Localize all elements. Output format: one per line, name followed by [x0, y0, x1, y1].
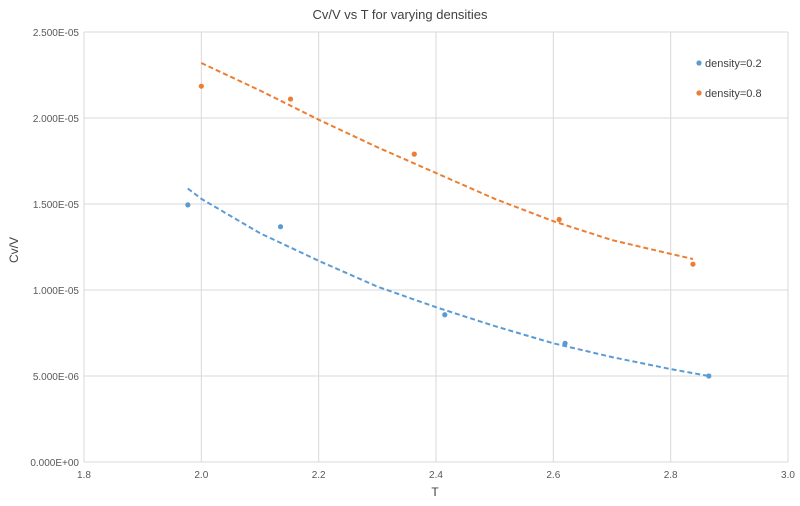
data-point	[277, 224, 284, 230]
x-tick-label: 2.8	[664, 470, 678, 481]
y-axis-label: Cv/V	[7, 237, 21, 263]
data-point	[411, 151, 417, 157]
series-density-0-2	[185, 187, 712, 379]
x-tick-label: 2.2	[312, 470, 326, 481]
x-axis-ticks: 1.8 2.0 2.2 2.4 2.6 2.8 3.0	[77, 470, 795, 481]
gridlines	[83, 31, 789, 463]
trendline-density-0-2	[187, 187, 709, 377]
x-tick-label: 2.4	[429, 470, 443, 481]
x-axis-label: T	[431, 485, 439, 499]
legend-marker-density-0-2	[696, 60, 702, 66]
legend-label-density-0-2: density=0.2	[705, 58, 762, 70]
y-tick-label: 2.000E-05	[33, 114, 80, 125]
legend-marker-density-0-8	[696, 90, 702, 96]
y-tick-label: 0.000E+00	[30, 458, 79, 469]
data-point	[442, 312, 448, 318]
y-axis-ticks: 0.000E+00 5.000E-06 1.000E-05 1.500E-05 2.00…	[30, 28, 79, 469]
data-point	[287, 96, 294, 102]
data-point	[198, 83, 204, 89]
x-tick-label: 2.0	[194, 470, 208, 481]
legend-label-density-0-8: density=0.8	[705, 88, 762, 100]
data-point	[185, 202, 191, 208]
series-layer	[185, 62, 712, 379]
y-tick-label: 2.500E-05	[33, 28, 80, 39]
x-tick-label: 3.0	[781, 470, 795, 481]
y-tick-label: 5.000E-06	[33, 372, 80, 383]
legend: density=0.2 density=0.8	[696, 58, 762, 100]
trendline-density-0-8	[200, 62, 694, 260]
x-tick-label: 1.8	[77, 470, 91, 481]
y-tick-label: 1.500E-05	[33, 200, 80, 211]
x-tick-label: 2.6	[546, 470, 560, 481]
series-density-0-8	[198, 62, 696, 267]
chart-title: Cv/V vs T for varying densities	[312, 7, 488, 22]
y-tick-label: 1.000E-05	[33, 286, 80, 297]
data-point	[562, 340, 568, 346]
data-point	[706, 373, 712, 379]
data-point	[556, 216, 562, 223]
data-point	[690, 261, 696, 267]
